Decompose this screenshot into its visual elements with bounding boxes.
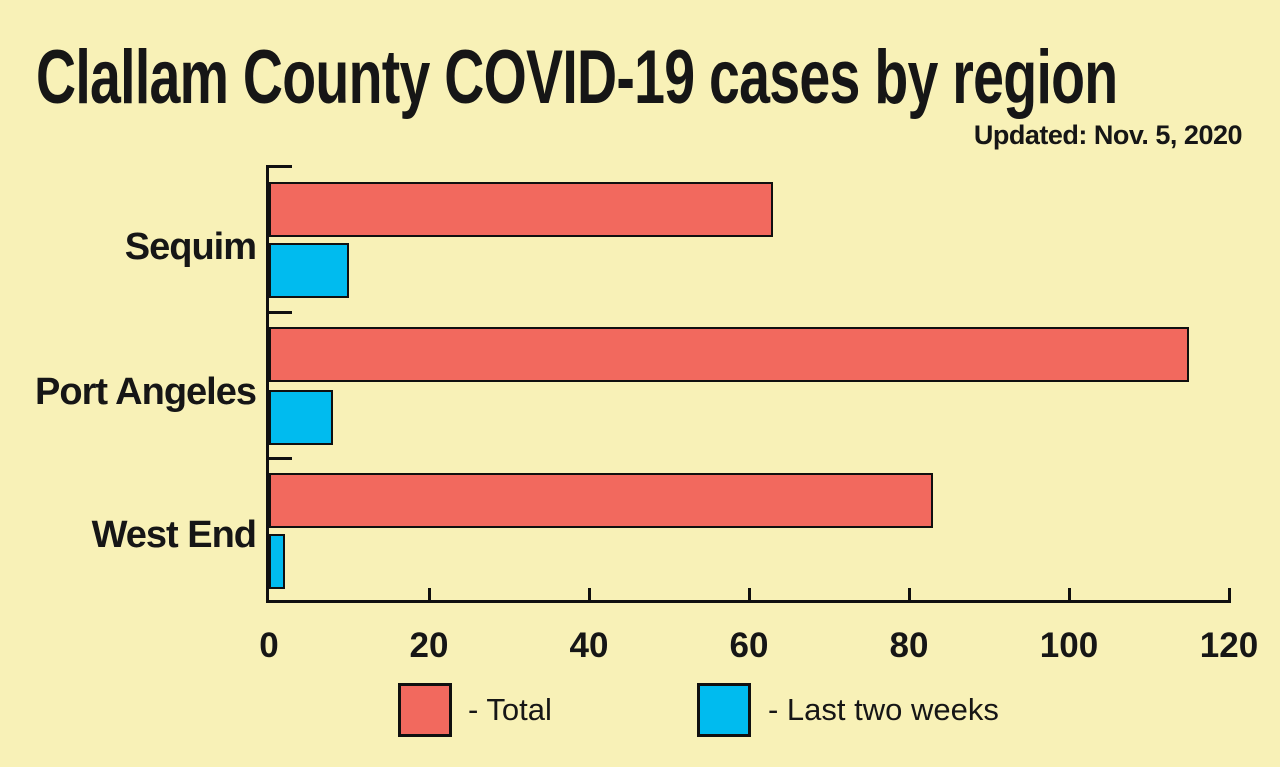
page-title: Clallam County COVID-19 cases by region (36, 35, 1118, 120)
legend-swatch-total (398, 683, 452, 737)
category-label-sequim: Sequim (124, 226, 257, 268)
x-axis-tick-mark (587, 588, 591, 600)
bar-sequim-total (269, 182, 773, 237)
x-axis-tick-label: 40 (569, 626, 609, 665)
x-axis-tick-mark (907, 588, 911, 600)
x-axis-tick-label: 60 (729, 626, 769, 665)
updated-date: Updated: Nov. 5, 2020 (973, 120, 1243, 150)
x-axis-line (266, 600, 1231, 603)
bar-port-angeles-total (269, 327, 1189, 382)
bar-west-end-last-two-weeks (269, 534, 285, 589)
x-axis-tick-label: 80 (889, 626, 929, 665)
x-axis-tick-label: 120 (1199, 626, 1259, 665)
y-axis-group-tick (269, 165, 292, 168)
legend-swatch-last-two-weeks (697, 683, 751, 737)
x-axis-tick-label: 100 (1039, 626, 1099, 665)
category-label-west-end: West End (91, 514, 257, 556)
x-axis-tick-mark (1227, 588, 1231, 600)
y-axis-group-tick (269, 311, 292, 314)
x-axis-tick-label: 0 (259, 626, 279, 665)
bar-port-angeles-last-two-weeks (269, 390, 333, 445)
y-axis-line (266, 165, 269, 603)
legend-label-total: - Total (468, 692, 552, 727)
y-axis-group-tick (269, 457, 292, 460)
x-axis-tick-label: 20 (409, 626, 449, 665)
bar-sequim-last-two-weeks (269, 243, 349, 298)
x-axis-tick-mark (1067, 588, 1071, 600)
bar-west-end-total (269, 473, 933, 528)
legend-label-last-two-weeks: - Last two weeks (768, 692, 999, 727)
x-axis-tick-mark (427, 588, 431, 600)
x-axis-tick-mark (747, 588, 751, 600)
category-label-port-angeles: Port Angeles (35, 371, 257, 413)
